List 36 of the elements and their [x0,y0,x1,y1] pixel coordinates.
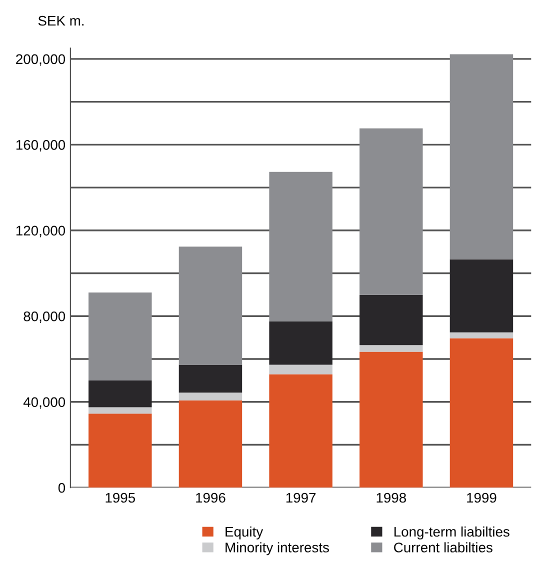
y-tick-label: 120,000 [16,226,66,238]
bar [360,128,423,295]
y-tick-label: 160,000 [16,140,66,152]
y-tick-label: 80,000 [24,311,66,323]
bar [178,400,242,488]
bar [178,364,242,393]
bar [88,380,152,408]
bar [178,392,242,400]
bar [269,364,332,374]
bar [88,292,152,380]
x-tick-label: 1999 [467,492,496,503]
bar [360,294,423,346]
bar [360,345,423,352]
y-tick-label: 40,000 [23,397,66,409]
y-axis-title: SEK m. [38,16,84,26]
bar [269,172,332,322]
bar [450,54,514,260]
bar [360,352,423,488]
bar [269,321,332,365]
x-tick-label: 1996 [196,492,226,503]
bar [269,374,332,488]
x-tick-label: 1998 [376,492,406,503]
x-tick-label: 1997 [286,492,316,503]
bar [88,414,152,488]
y-tick-label: 200,000 [16,54,66,66]
legend-label: Equity [226,526,264,540]
bar [450,259,514,332]
x-tick-label: 1995 [106,492,136,503]
bar [450,338,514,488]
legend-label: Long-term liabilties [394,526,510,540]
bar [178,246,242,365]
bar [88,407,152,414]
legend-label: Minority interests [226,542,329,556]
legend-label: Current liabilties [394,542,492,552]
y-tick-label: 0 [58,482,66,493]
bar [450,332,514,338]
